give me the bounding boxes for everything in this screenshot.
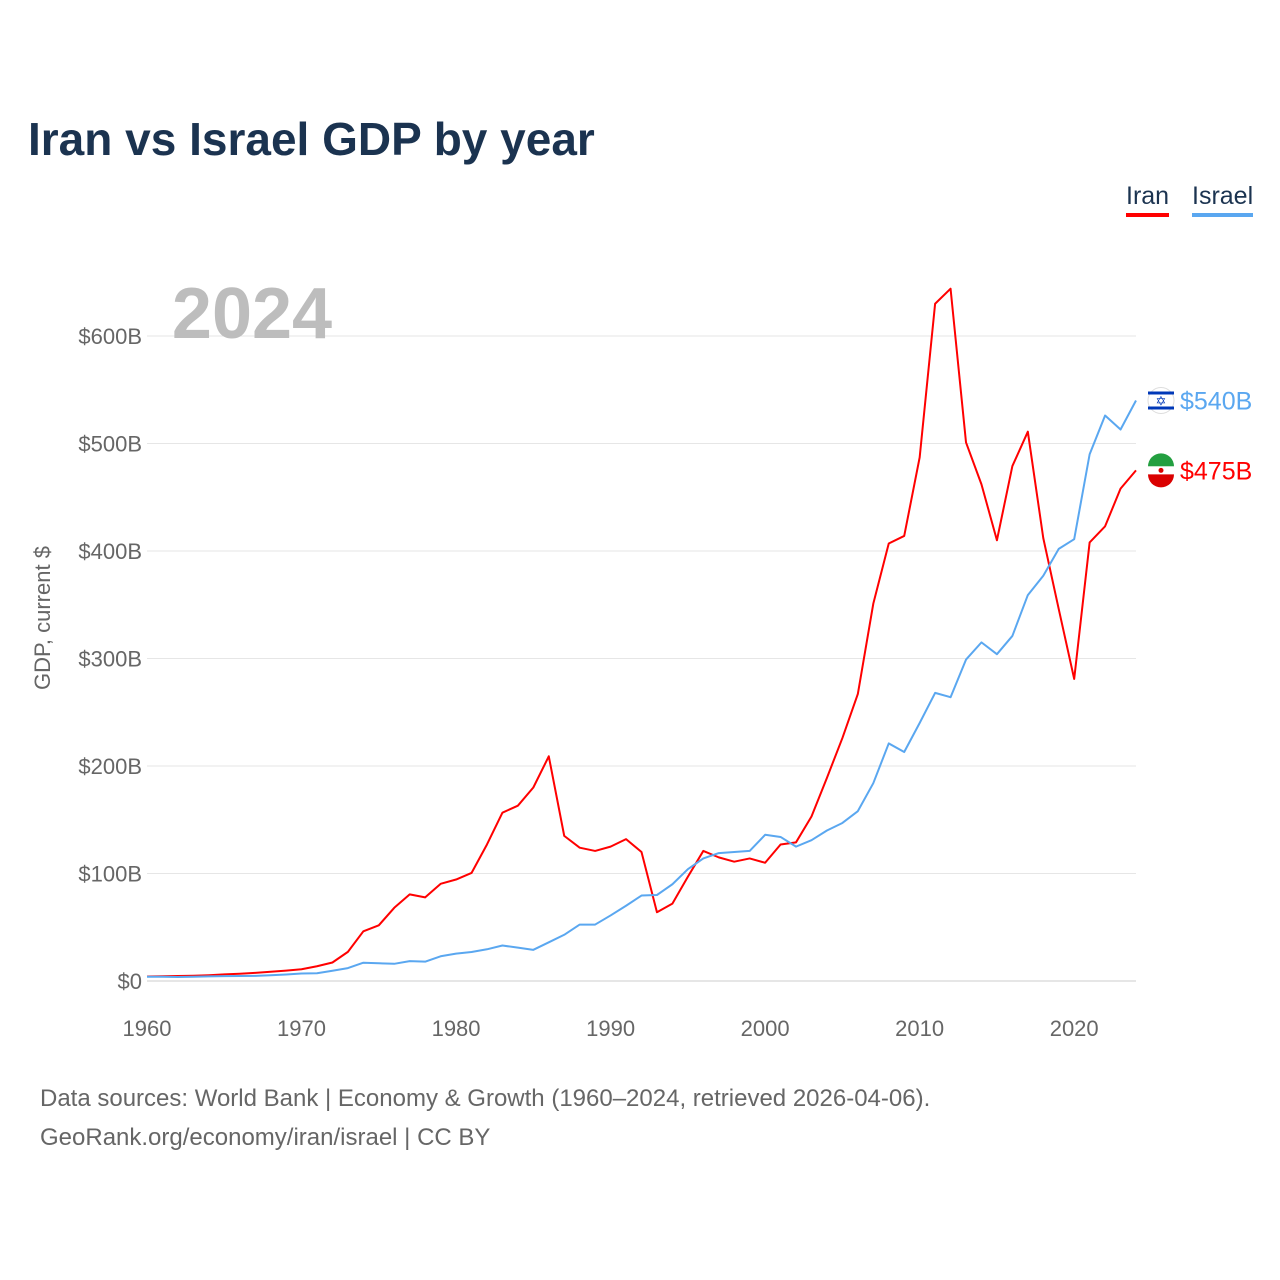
x-tick-label: 1960 <box>123 1016 172 1041</box>
emblem <box>1158 467 1164 473</box>
flag-stripe <box>1148 391 1174 395</box>
source-line-2[interactable]: GeoRank.org/economy/iran/israel | CC BY <box>40 1124 491 1151</box>
chart-title: Iran vs Israel GDP by year <box>28 113 595 165</box>
legend-iran[interactable]: Iran <box>1126 182 1170 217</box>
y-tick-label: $400B <box>78 539 142 564</box>
x-tick-label: 2020 <box>1050 1016 1099 1041</box>
y-tick-label: $600B <box>78 324 142 349</box>
end-value-label-israel: $540B <box>1180 388 1252 416</box>
star-of-david-icon: ✡ <box>1156 394 1167 409</box>
y-tick-label: $0 <box>118 969 142 994</box>
y-tick-label: $500B <box>78 432 142 457</box>
legend-israel[interactable]: Israel <box>1192 182 1254 217</box>
year-watermark: 2024 <box>172 274 332 354</box>
end-value-label-iran: $475B <box>1180 457 1252 485</box>
x-tick-label: 2000 <box>741 1016 790 1041</box>
flag-stripe <box>1148 406 1174 410</box>
source-line-1: Data sources: World Bank | Economy & Gro… <box>40 1085 931 1112</box>
flag-red <box>1148 474 1174 488</box>
series-line-israel <box>146 400 1137 979</box>
x-tick-label: 2010 <box>895 1016 944 1041</box>
y-tick-label: $300B <box>78 647 142 672</box>
x-tick-label: 1970 <box>277 1016 326 1041</box>
israel-flag-icon: ✡ <box>1147 387 1175 414</box>
y-tick-label: $200B <box>78 754 142 779</box>
x-tick-label: 1990 <box>586 1016 635 1041</box>
x-tick-label: 1980 <box>432 1016 481 1041</box>
y-tick-label: $100B <box>78 862 142 887</box>
y-axis-label: GDP, current $ <box>30 546 55 690</box>
iran-flag-icon <box>1148 453 1174 488</box>
series-line-iran <box>146 287 1137 978</box>
flag-green <box>1148 453 1174 467</box>
